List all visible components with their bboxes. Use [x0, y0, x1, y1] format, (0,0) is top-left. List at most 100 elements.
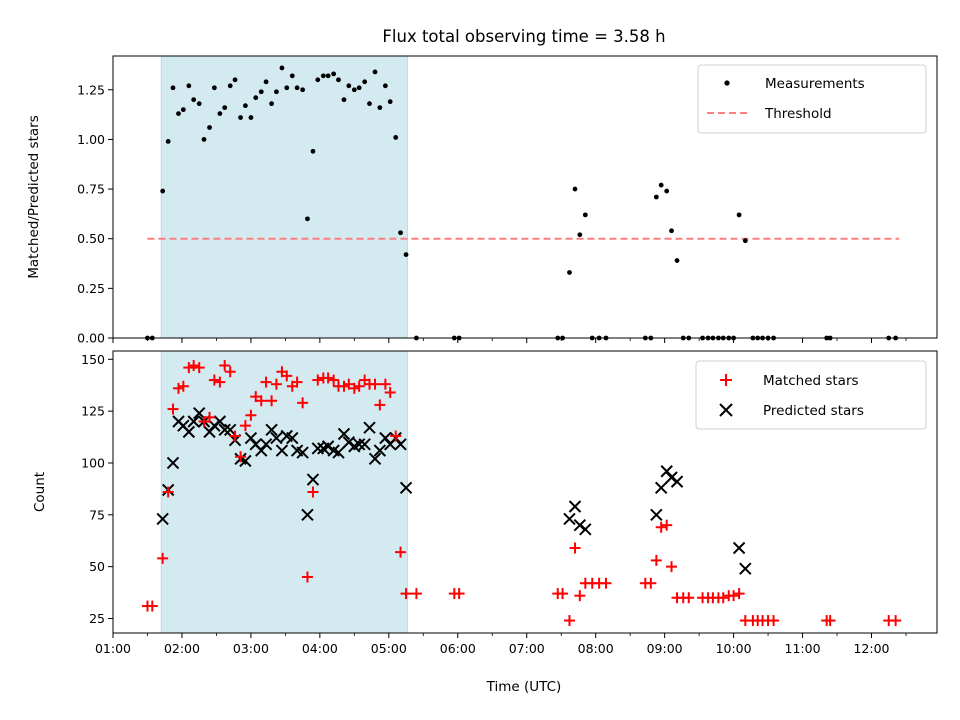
- measurement-point: [196, 101, 202, 107]
- measurement-point: [336, 77, 341, 83]
- y-tick-label: 100: [81, 455, 105, 470]
- x-axis-label: Time (UTC): [486, 679, 562, 695]
- measurement-point: [372, 69, 378, 75]
- measurement-point: [274, 89, 279, 95]
- y-tick-label: 0.00: [77, 331, 105, 346]
- matched-star-point: [655, 521, 667, 533]
- matched-star-point: [890, 615, 902, 627]
- y-tick-label: 0.25: [77, 281, 105, 296]
- measurement-point: [258, 89, 264, 95]
- matched-star-point: [650, 554, 662, 566]
- matched-star-point: [266, 395, 278, 407]
- x-tick-label: 04:00: [302, 641, 338, 656]
- measurement-point: [238, 115, 243, 120]
- matched-star-point: [661, 519, 673, 531]
- matched-star-point: [214, 376, 226, 388]
- measurement-point: [269, 101, 274, 107]
- measurement-point: [367, 101, 372, 107]
- predicted-star-point: [670, 475, 684, 488]
- matched-star-point: [683, 592, 695, 604]
- ratio-y-axis-label: Matched/Predicted stars: [26, 115, 42, 278]
- predicted-star-point: [358, 438, 371, 451]
- measurement-point: [315, 77, 321, 83]
- predicted-star-point: [654, 481, 668, 495]
- predicted-star-point: [224, 423, 237, 437]
- measurement-point: [227, 83, 233, 89]
- matched-star-point: [245, 409, 257, 421]
- measurement-point: [186, 83, 192, 89]
- measurement-point: [325, 73, 331, 79]
- matched-star-point: [322, 372, 334, 384]
- matched-star-point: [666, 561, 678, 573]
- predicted-star-point: [568, 500, 582, 513]
- predicted-star-point: [337, 427, 351, 441]
- y-tick-label: 75: [89, 507, 105, 522]
- matched-star-point: [410, 588, 422, 600]
- predicted-star-point: [373, 444, 387, 457]
- matched-star-point: [348, 382, 360, 394]
- predicted-star-point: [156, 512, 169, 526]
- predicted-star-point: [270, 431, 283, 445]
- x-tick-label: 11:00: [785, 641, 821, 656]
- measurement-point: [253, 95, 259, 101]
- y-tick-label: 50: [89, 559, 105, 574]
- matched-star-point: [569, 542, 581, 554]
- measurement-point: [403, 252, 409, 257]
- measurement-point: [356, 85, 362, 91]
- matched-star-point: [219, 360, 231, 372]
- matched-star-point: [453, 588, 465, 600]
- measurement-point: [341, 97, 347, 103]
- measurement-point: [653, 194, 659, 200]
- count-plot: 01:00 02:00 03:00 04:00 05:00 06:00 07:00 08:00…: [32, 350, 938, 695]
- measurement-point: [170, 85, 176, 91]
- ratio-legend: Measurements Threshold: [697, 64, 927, 134]
- matched-star-point: [281, 370, 293, 382]
- matched-star-point: [563, 615, 575, 627]
- matched-star-point: [183, 362, 195, 374]
- measurement-point: [263, 79, 269, 85]
- predicted-star-point: [192, 406, 206, 420]
- measurement-point: [217, 111, 223, 116]
- matched-star-point: [338, 380, 350, 392]
- predicted-star-point: [286, 431, 299, 445]
- matched-star-point: [239, 420, 251, 432]
- x-tick-label: 06:00: [440, 641, 476, 656]
- matched-star-point: [390, 430, 402, 442]
- matched-star-point: [328, 374, 340, 386]
- matched-star-point: [384, 386, 396, 398]
- matched-star-point: [250, 391, 262, 403]
- predicted-star-point: [296, 446, 309, 459]
- matched-star-point: [229, 430, 241, 442]
- predicted-star-point: [306, 473, 320, 486]
- measurement-point: [658, 182, 664, 188]
- matched-star-point: [400, 588, 412, 600]
- matched-star-point: [301, 571, 313, 583]
- measurement-point: [351, 87, 357, 93]
- measurement-point: [232, 77, 238, 83]
- predicted-star-point: [394, 438, 407, 451]
- measurement-point: [176, 111, 181, 116]
- matched-star-point: [645, 577, 657, 589]
- measurement-point: [577, 232, 583, 238]
- measurement-point: [377, 105, 383, 111]
- matched-star-point: [728, 590, 740, 602]
- matched-star-point: [395, 546, 407, 558]
- predicted-star-point: [301, 508, 314, 522]
- measurement-point: [248, 115, 254, 120]
- matched-star-point: [717, 592, 729, 604]
- predicted-star-point: [311, 442, 325, 455]
- predicted-star-point: [563, 512, 576, 526]
- x-tick-label: 10:00: [716, 641, 752, 656]
- measurement-point: [572, 186, 578, 192]
- ratio-plot: 0.00 0.25 0.50 0.75 1.00 1.25 Matched/Predict…: [26, 55, 938, 346]
- matched-star-point: [312, 374, 324, 386]
- predicted-star-point: [368, 452, 382, 466]
- measurement-point: [222, 105, 228, 111]
- y-tick-label: 125: [81, 404, 105, 419]
- measurement-point: [160, 188, 166, 194]
- legend-matched-label: Matched stars: [763, 373, 859, 389]
- predicted-star-point: [732, 541, 746, 555]
- measurement-point: [300, 87, 306, 93]
- measurement-point: [736, 212, 742, 218]
